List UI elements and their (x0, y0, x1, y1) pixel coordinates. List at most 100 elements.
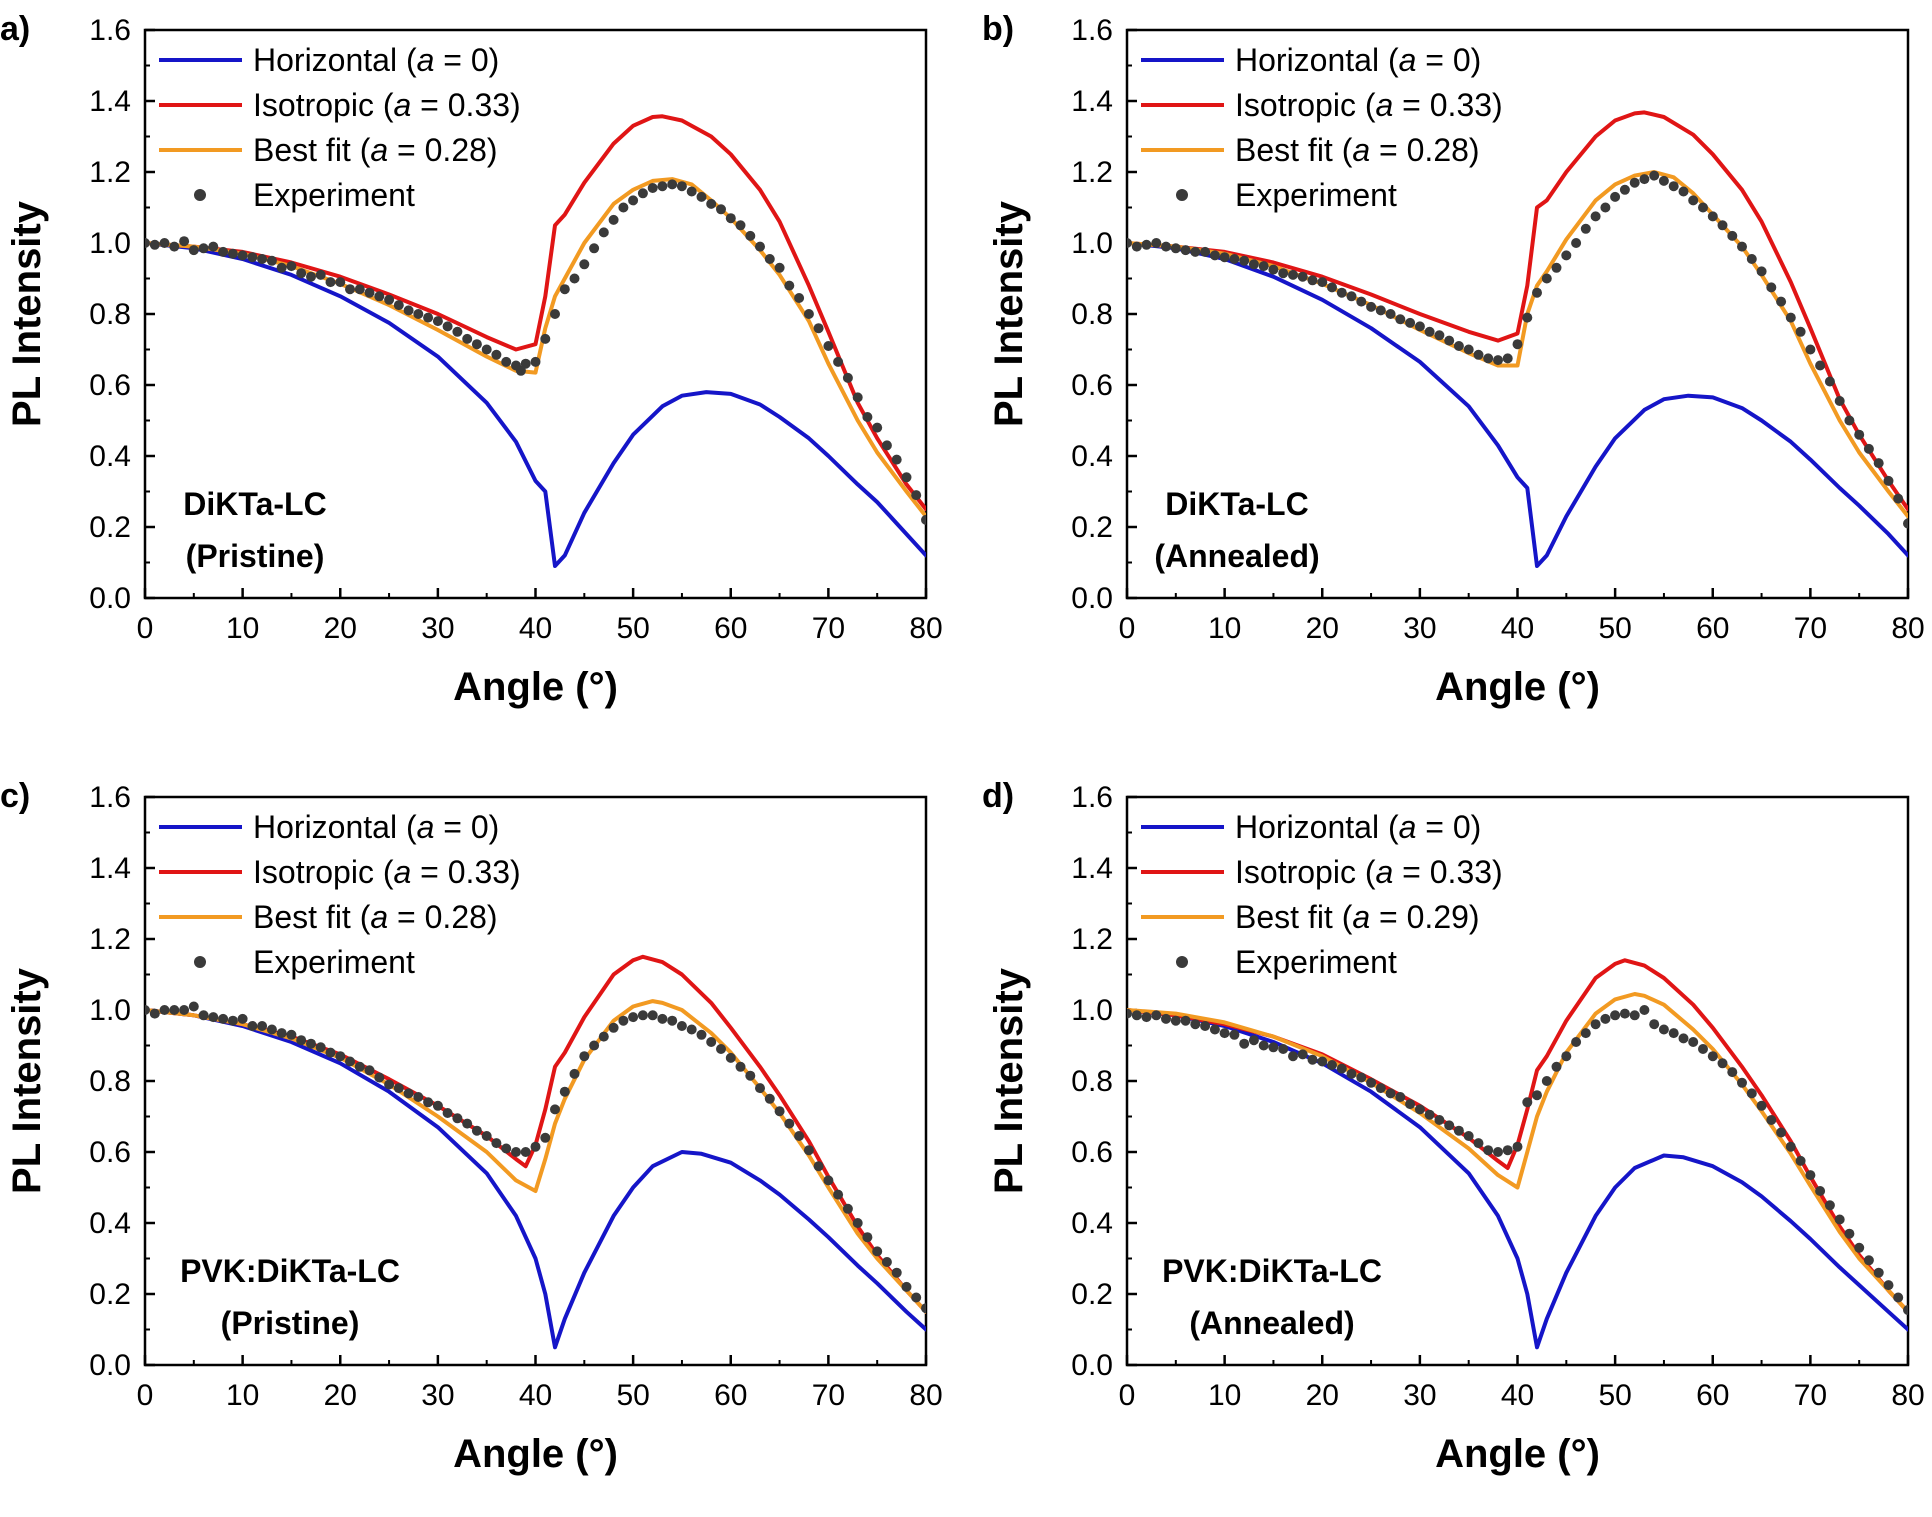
data-point (462, 333, 473, 344)
plot-data (145, 954, 926, 1350)
data-point (1346, 291, 1357, 302)
data-point (784, 1118, 795, 1129)
data-point (227, 1015, 238, 1026)
data-point (540, 1132, 551, 1143)
data-point (1561, 250, 1572, 261)
series-line-1 (145, 1008, 926, 1350)
x-axis: 0 10 20 30 40 50 60 70 80 Angle (°) (1119, 588, 1925, 709)
y-tick-label: 0.2 (89, 1278, 131, 1311)
data-point (725, 1052, 736, 1063)
data-point (852, 392, 863, 403)
data-point (237, 250, 248, 261)
data-point (354, 284, 365, 295)
data-point (237, 1013, 248, 1024)
data-point (881, 440, 892, 451)
data-point (423, 312, 434, 323)
x-tick-label: 20 (1306, 1379, 1339, 1412)
data-point (1834, 396, 1845, 406)
data-point (1229, 254, 1240, 264)
x-tick-label: 30 (1403, 1379, 1436, 1412)
data-point (1688, 1037, 1699, 1047)
data-point (1127, 238, 1132, 248)
data-point (1824, 376, 1835, 387)
y-tick-label: 0.8 (89, 298, 131, 331)
data-point (432, 1100, 443, 1111)
x-axis: 0 10 20 30 40 50 60 70 80 Angle (°) (1119, 1355, 1925, 1476)
x-tick-label: 30 (421, 1379, 454, 1412)
data-point (823, 341, 834, 351)
y-tick-label: 1.2 (1071, 156, 1113, 189)
data-point (1776, 1127, 1787, 1138)
data-point (442, 321, 453, 332)
data-point (1278, 1044, 1289, 1054)
data-point (1268, 1042, 1279, 1053)
data-point (921, 1303, 926, 1314)
panel-b: b) 0 10 20 30 40 50 60 70 80 Angle (°) 0.0 0.2 0.4 0.6… (982, 10, 1925, 709)
panel-label: d) (982, 777, 1014, 815)
data-point (257, 254, 268, 264)
data-point (208, 1012, 219, 1023)
x-tick-label: 60 (1696, 1379, 1729, 1412)
data-point (1453, 1125, 1464, 1136)
data-point (1453, 341, 1464, 351)
data-point (159, 238, 170, 248)
y-tick-label: 0.6 (1071, 1136, 1113, 1169)
data-point (1512, 339, 1523, 350)
data-point (1649, 1019, 1660, 1030)
data-point (1414, 1104, 1425, 1115)
series-line-2 (145, 114, 926, 512)
data-point (725, 213, 736, 224)
data-point (1493, 355, 1503, 366)
data-point (1551, 1061, 1562, 1072)
x-tick-label: 0 (137, 1379, 154, 1412)
data-point (364, 287, 375, 298)
data-point (1297, 1049, 1308, 1060)
data-point (1805, 1170, 1816, 1181)
data-point (628, 1012, 639, 1023)
legend-label: Best fit (a = 0.29) (1235, 899, 1480, 935)
data-point (735, 220, 746, 231)
data-point (696, 1029, 707, 1040)
data-point (1717, 220, 1728, 231)
data-point (1883, 475, 1894, 486)
data-point (628, 195, 639, 206)
data-point (247, 252, 258, 263)
y-tick-label: 0.8 (1071, 1065, 1113, 1098)
data-point (1483, 353, 1494, 364)
data-point (1571, 238, 1582, 248)
data-point (1863, 1255, 1874, 1266)
panel-d: d) 0 10 20 30 40 50 60 70 80 Angle (°) 0.0 0.2 0.4 0.6… (982, 777, 1925, 1476)
data-point (1200, 246, 1211, 257)
data-point (1698, 202, 1708, 213)
data-point (1366, 1077, 1377, 1088)
x-tick-label: 0 (1119, 612, 1136, 645)
data-point (842, 1203, 853, 1214)
data-point (784, 280, 795, 291)
data-point (618, 1015, 629, 1026)
x-tick-label: 50 (1598, 1379, 1631, 1412)
sample-annotation: DiKTa-LC (Pristine) (183, 486, 326, 574)
data-point (1629, 1010, 1640, 1021)
data-point (1434, 330, 1445, 341)
data-point (1785, 312, 1796, 323)
data-point (1151, 1010, 1162, 1021)
data-point (1424, 326, 1435, 337)
data-point (1824, 1200, 1835, 1211)
data-point (1590, 211, 1601, 222)
data-point (198, 243, 209, 254)
x-axis-label: Angle (°) (453, 1432, 618, 1476)
data-point (306, 1038, 316, 1049)
data-point (1551, 262, 1562, 273)
data-point (716, 1044, 726, 1054)
data-point (608, 1022, 619, 1033)
data-point (520, 1147, 531, 1157)
data-point (515, 365, 526, 376)
data-point (1356, 1072, 1367, 1083)
y-tick-label: 0.2 (1071, 511, 1113, 544)
x-axis-label: Angle (°) (453, 665, 618, 709)
data-point (286, 1029, 297, 1040)
data-point (145, 1005, 150, 1015)
data-point (1307, 275, 1318, 286)
data-point (1873, 1267, 1884, 1278)
y-tick-label: 0.6 (89, 369, 131, 402)
